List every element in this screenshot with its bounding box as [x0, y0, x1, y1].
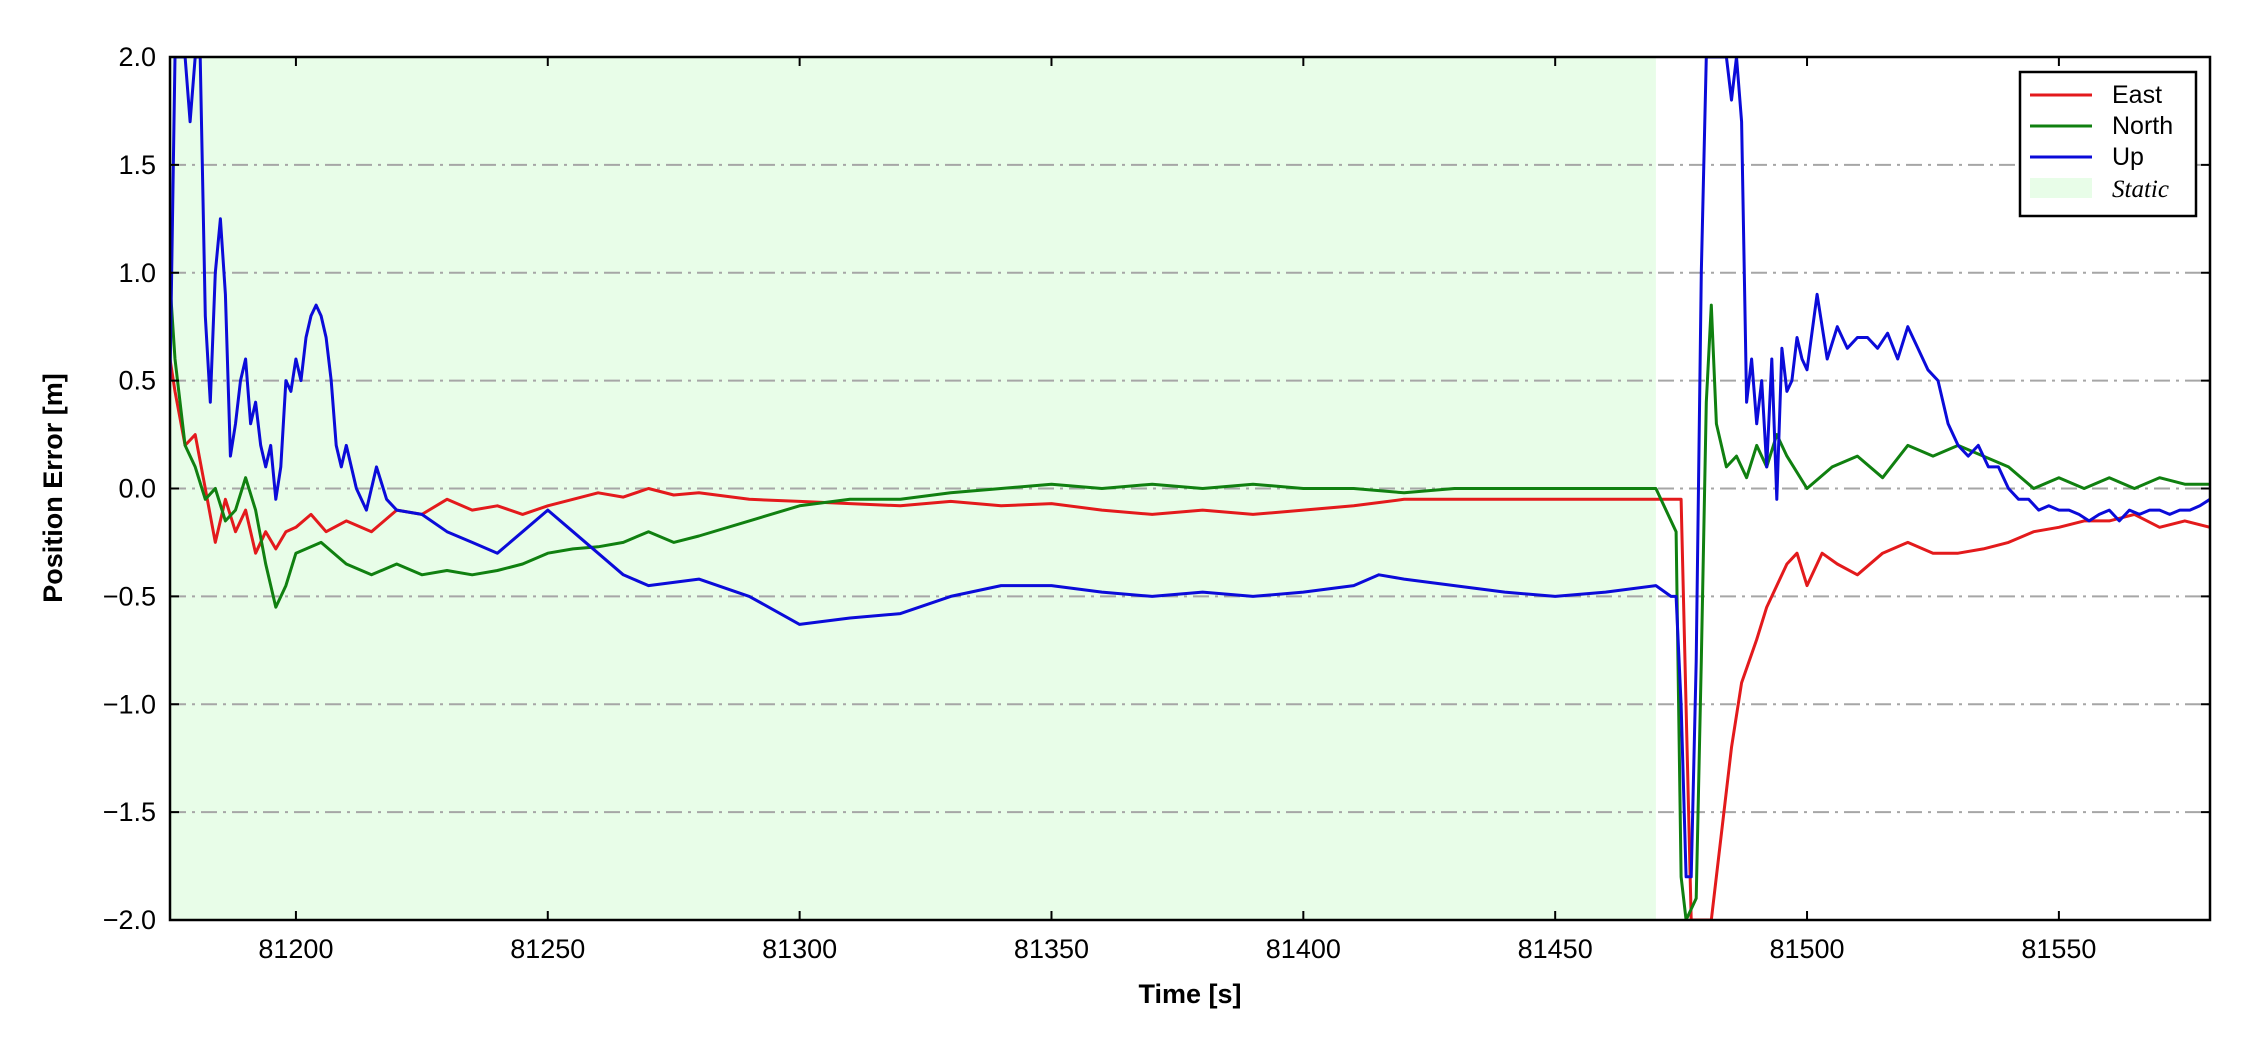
y-tick-label: −2.0 — [103, 905, 156, 935]
tick-layer: 81200 81250 81300 81350 81400 81450 81500 81550… — [103, 42, 2210, 964]
y-tick-label: 2.0 — [118, 42, 156, 72]
x-tick-label: 81250 — [510, 934, 585, 964]
series-line-east — [170, 358, 2210, 920]
x-tick-label: 81550 — [2021, 934, 2096, 964]
series-line-north — [170, 283, 2210, 920]
y-tick-label: −1.0 — [103, 689, 156, 719]
y-tick-label: 0.0 — [118, 474, 156, 504]
series-layer — [170, 57, 2210, 920]
x-tick-label: 81450 — [1518, 934, 1593, 964]
legend: East North Up Static — [2018, 70, 2198, 218]
x-tick-label: 81500 — [1769, 934, 1844, 964]
legend-swatch-static — [2030, 178, 2092, 198]
legend-label-static: Static — [2112, 176, 2169, 203]
y-tick-label: −1.5 — [103, 797, 156, 827]
x-tick-label: 81400 — [1266, 934, 1341, 964]
y-tick-label: 1.5 — [118, 150, 156, 180]
legend-label-up: Up — [2112, 143, 2144, 171]
y-tick-label: 1.0 — [118, 258, 156, 288]
x-tick-label: 81300 — [762, 934, 837, 964]
y-axis-label: Position Error [m] — [38, 373, 68, 603]
static-region — [170, 57, 1656, 920]
y-tick-label: 0.5 — [118, 366, 156, 396]
legend-label-east: East — [2112, 81, 2162, 109]
x-axis-label: Time [s] — [1138, 979, 1241, 1009]
y-tick-label: −0.5 — [103, 581, 156, 611]
static-region-layer — [170, 57, 1656, 920]
legend-label-north: North — [2112, 112, 2173, 140]
x-tick-label: 81200 — [258, 934, 333, 964]
series-line-up — [170, 57, 2210, 879]
x-tick-label: 81350 — [1014, 934, 1089, 964]
